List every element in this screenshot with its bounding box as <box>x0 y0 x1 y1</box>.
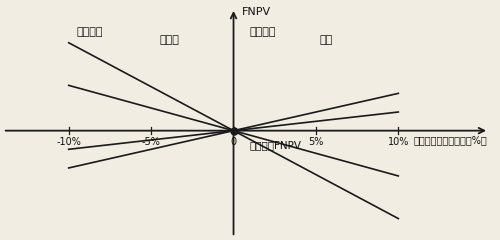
Text: -10%: -10% <box>56 137 81 147</box>
Text: FNPV: FNPV <box>242 7 271 17</box>
Text: 产品价格: 产品价格 <box>250 27 276 37</box>
Text: 10%: 10% <box>388 137 409 147</box>
Text: 不确定因素变化幅度（%）: 不确定因素变化幅度（%） <box>414 135 488 145</box>
Text: 5%: 5% <box>308 137 324 147</box>
Text: 汇率: 汇率 <box>319 36 332 45</box>
Text: 0: 0 <box>230 137 236 147</box>
Text: 投资額: 投资額 <box>160 36 179 45</box>
Text: -5%: -5% <box>142 137 161 147</box>
Text: 基本方案FNPV: 基本方案FNPV <box>250 140 302 150</box>
Text: 经营成本: 经营成本 <box>77 27 104 37</box>
